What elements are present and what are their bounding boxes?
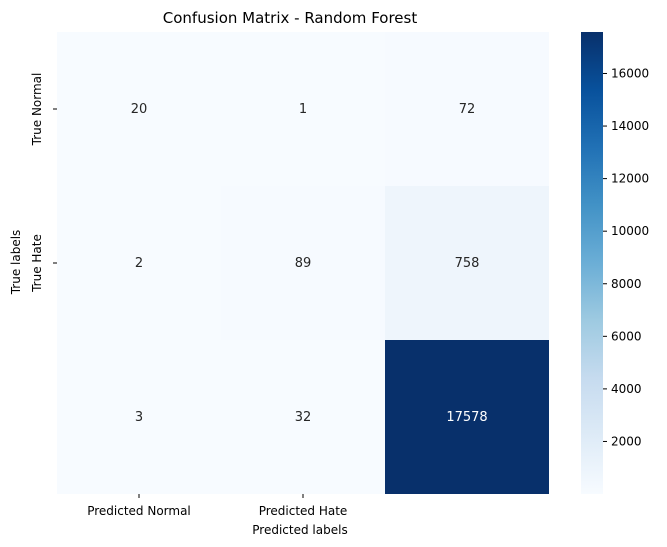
cell-value-label: 3 bbox=[135, 410, 143, 425]
cell-value-label: 2 bbox=[135, 256, 143, 271]
colorbar-ticks: 2000 4000 6000 8000 10000 12000 14000 16000 bbox=[603, 66, 649, 448]
x-tick-label: Predicted Normal bbox=[87, 504, 191, 518]
x-tick-label: Predicted Hate bbox=[259, 504, 348, 518]
heatmap-cell bbox=[385, 340, 549, 494]
cell-value-label: 1 bbox=[299, 102, 307, 117]
chart-title: Confusion Matrix - Random Forest bbox=[163, 9, 418, 27]
cell-value-label: 72 bbox=[459, 102, 476, 117]
cell-value-label: 32 bbox=[295, 410, 312, 425]
heatmap-cell bbox=[57, 340, 221, 494]
colorbar bbox=[581, 32, 603, 494]
colorbar-tick-label: 8000 bbox=[611, 277, 642, 291]
heatmap-cell bbox=[385, 32, 549, 186]
colorbar-tick-label: 2000 bbox=[611, 434, 642, 448]
y-tick-label: True Normal bbox=[30, 73, 44, 147]
colorbar-tick-label: 4000 bbox=[611, 382, 642, 396]
y-tick-label: True Hate bbox=[30, 234, 44, 293]
heatmap-cell bbox=[221, 186, 385, 340]
cell-value-label: 20 bbox=[131, 102, 148, 117]
heatmap-cells bbox=[57, 32, 549, 494]
colorbar-tick-label: 6000 bbox=[611, 329, 642, 343]
heatmap-cell bbox=[221, 32, 385, 186]
heatmap-cell-labels: 20 1 72 2 89 758 3 32 17578 bbox=[131, 102, 488, 425]
colorbar-tick-label: 12000 bbox=[611, 172, 649, 186]
heatmap-cell bbox=[385, 186, 549, 340]
cell-value-label: 758 bbox=[455, 256, 480, 271]
colorbar-tick-label: 16000 bbox=[611, 66, 649, 80]
y-axis-label: True labels bbox=[9, 230, 23, 296]
cell-value-label: 89 bbox=[295, 256, 312, 271]
x-axis-label: Predicted labels bbox=[252, 523, 347, 537]
y-axis-ticks: True Normal True Hate bbox=[30, 73, 57, 293]
colorbar-tick-label: 10000 bbox=[611, 224, 649, 238]
heatmap-cell bbox=[57, 32, 221, 186]
heatmap-cell bbox=[57, 186, 221, 340]
heatmap-cell bbox=[221, 340, 385, 494]
cell-value-label: 17578 bbox=[446, 410, 487, 425]
x-axis-ticks: Predicted Normal Predicted Hate bbox=[87, 494, 347, 518]
colorbar-tick-label: 14000 bbox=[611, 119, 649, 133]
